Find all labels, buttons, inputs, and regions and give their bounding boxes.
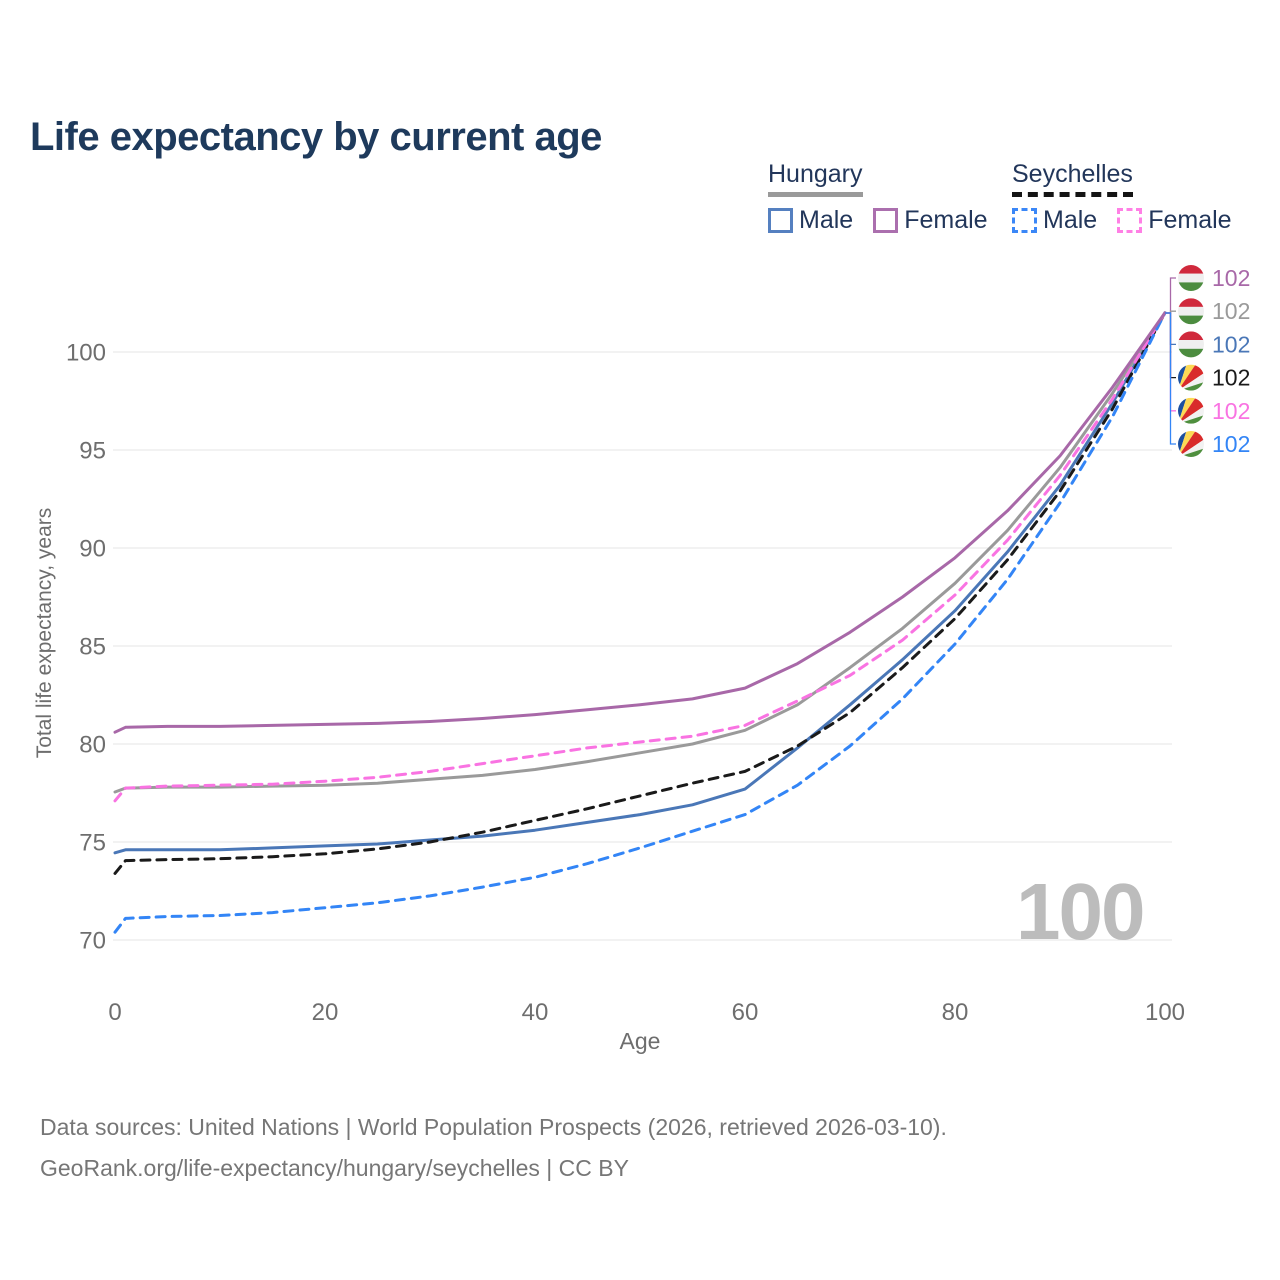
line-chart-plot: 70 75 80 85 90 95 100 0 20 40 60 80 100 102 102 102 102 1… [66,265,1250,1026]
hungary-flag-icon [1178,265,1204,291]
legend-item-hungary-male[interactable]: Male [768,206,853,235]
legend-country-seychelles[interactable]: Seychelles [1012,160,1133,197]
end-value-label-hungary-male: 102 [1212,331,1250,357]
y-tick-label: 70 [79,928,106,955]
footer-attribution: GeoRank.org/life-expectancy/hungary/seyc… [40,1155,629,1181]
watermark-current-age: 100 [1016,867,1145,956]
end-value-label-seychelles-female: 102 [1212,398,1250,424]
legend-group-seychelles: Seychelles Male Female [1012,160,1232,235]
hungary-flag-icon [1178,298,1204,325]
footer: Data sources: United Nations | World Pop… [40,1107,947,1189]
end-label-connector [1165,312,1176,445]
y-tick-label: 80 [79,732,106,759]
legend-item-label: Female [1148,206,1232,234]
legend-item-label: Male [1043,206,1098,234]
series-line-hungary-female[interactable] [113,311,1167,734]
y-tick-label: 100 [66,340,106,367]
end-value-label-hungary-female: 102 [1212,265,1250,291]
legend-country-hungary[interactable]: Hungary [768,160,863,197]
legend-item-seychelles-male[interactable]: Male [1012,206,1097,235]
legend-item-label: Male [799,206,854,234]
legend-row-seychelles: Male Female [1012,206,1232,235]
x-tick-label: 100 [1145,999,1185,1026]
series-line-seychelles-male[interactable] [113,311,1167,934]
end-value-label-seychelles-male: 102 [1212,431,1250,457]
legend-item-seychelles-female[interactable]: Female [1117,206,1232,235]
series-line-hungary-male[interactable] [113,311,1167,855]
page-title: Life expectancy by current age [30,114,602,159]
y-axis-title: Total life expectancy, years [33,507,56,759]
series-line-seychelles-female[interactable] [113,311,1167,803]
legend-item-label: Female [904,206,988,234]
y-tick-label: 95 [79,438,106,465]
x-tick-label: 40 [522,999,549,1026]
x-tick-label: 60 [732,999,759,1026]
end-label-connector [1165,277,1176,314]
series-line-hungary[interactable] [113,311,1167,794]
y-tick-label: 90 [79,536,106,563]
seychelles-female-swatch-icon [1117,208,1143,233]
legend-group-hungary: Hungary Male Female [768,160,988,235]
legend-row-hungary: Male Female [768,206,988,235]
hungary-flag-icon [1178,331,1204,358]
x-tick-label: 80 [942,999,969,1026]
footer-data-sources: Data sources: United Nations | World Pop… [40,1114,947,1140]
seychelles-flag-icon [1178,364,1204,391]
series-line-seychelles[interactable] [113,311,1167,875]
y-tick-label: 85 [79,634,106,661]
x-axis-title: Age [619,1028,661,1054]
x-tick-label: 20 [312,999,339,1026]
end-value-label-hungary: 102 [1212,298,1250,324]
hungary-female-swatch-icon [873,208,899,233]
seychelles-male-swatch-icon [1012,208,1037,233]
y-tick-label: 75 [79,830,106,857]
x-tick-label: 0 [108,999,121,1026]
end-value-label-seychelles: 102 [1212,365,1250,391]
seychelles-flag-icon [1178,397,1204,424]
legend-item-hungary-female[interactable]: Female [873,206,988,235]
seychelles-flag-icon [1178,431,1204,457]
hungary-male-swatch-icon [768,208,793,233]
